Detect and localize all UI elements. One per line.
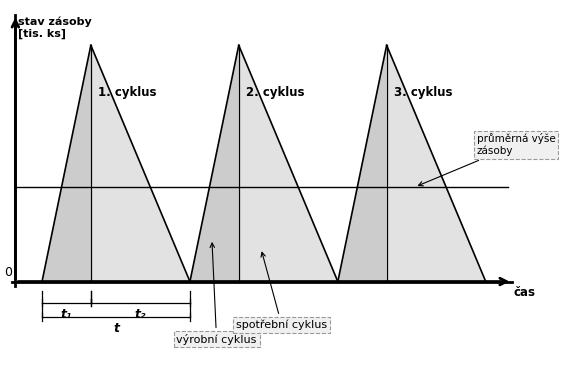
Text: výrobní cyklus: výrobní cyklus	[176, 243, 257, 345]
Text: 0: 0	[5, 266, 13, 279]
Text: t₁: t₁	[61, 308, 72, 320]
Polygon shape	[42, 45, 91, 281]
Polygon shape	[338, 45, 387, 281]
Text: t₂: t₂	[134, 308, 146, 320]
Text: t: t	[113, 322, 119, 335]
Text: 1. cyklus: 1. cyklus	[98, 86, 157, 99]
Text: 2. cyklus: 2. cyklus	[246, 86, 305, 99]
Text: průměrná výše
zásoby: průměrná výše zásoby	[419, 133, 555, 186]
Polygon shape	[91, 45, 190, 281]
Polygon shape	[190, 45, 239, 281]
Polygon shape	[387, 45, 486, 281]
Text: čas: čas	[514, 286, 536, 299]
Polygon shape	[239, 45, 338, 281]
Text: 3. cyklus: 3. cyklus	[394, 86, 452, 99]
Text: spotřební cyklus: spotřební cyklus	[236, 252, 327, 330]
Text: stav zásoby
[tis. ks]: stav zásoby [tis. ks]	[18, 17, 92, 39]
